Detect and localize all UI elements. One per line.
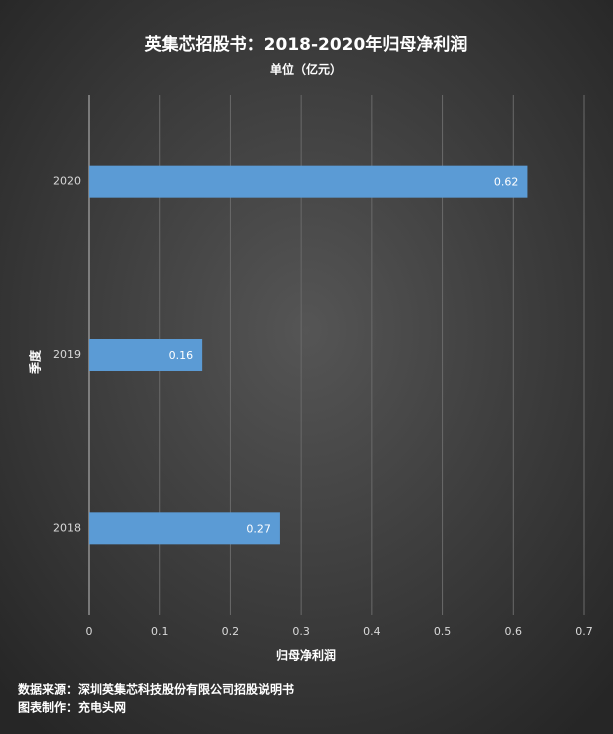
x-tick-label: 0.4 <box>363 625 381 638</box>
chart-title: 英集芯招股书：2018-2020年归母净利润 <box>145 34 468 55</box>
source-note: 数据来源：深圳英集芯科技股份有限公司招股说明书 <box>18 682 294 697</box>
y-axis-label: 季度 <box>28 349 43 375</box>
credit-note: 图表制作：充电头网 <box>18 700 126 715</box>
y-tick-label: 2018 <box>53 521 81 534</box>
bar <box>89 512 280 545</box>
value-label: 0.62 <box>494 176 519 189</box>
x-tick-label: 0.2 <box>222 625 240 638</box>
bar <box>89 339 203 371</box>
chart-subtitle: 单位（亿元） <box>270 62 342 77</box>
x-tick-label: 0.3 <box>292 625 310 638</box>
x-tick-label: 0.6 <box>505 625 523 638</box>
x-tick-label: 0.7 <box>575 625 593 638</box>
y-tick-label: 2019 <box>53 348 81 361</box>
x-tick-label: 0.5 <box>434 625 452 638</box>
x-tick-label: 0.1 <box>151 625 169 638</box>
x-tick-label: 0 <box>86 625 93 638</box>
y-tick-label: 2020 <box>53 175 81 188</box>
value-label: 0.27 <box>246 522 271 535</box>
value-label: 0.16 <box>169 349 194 362</box>
x-axis-label: 归母净利润 <box>276 648 336 663</box>
bar <box>89 165 528 198</box>
